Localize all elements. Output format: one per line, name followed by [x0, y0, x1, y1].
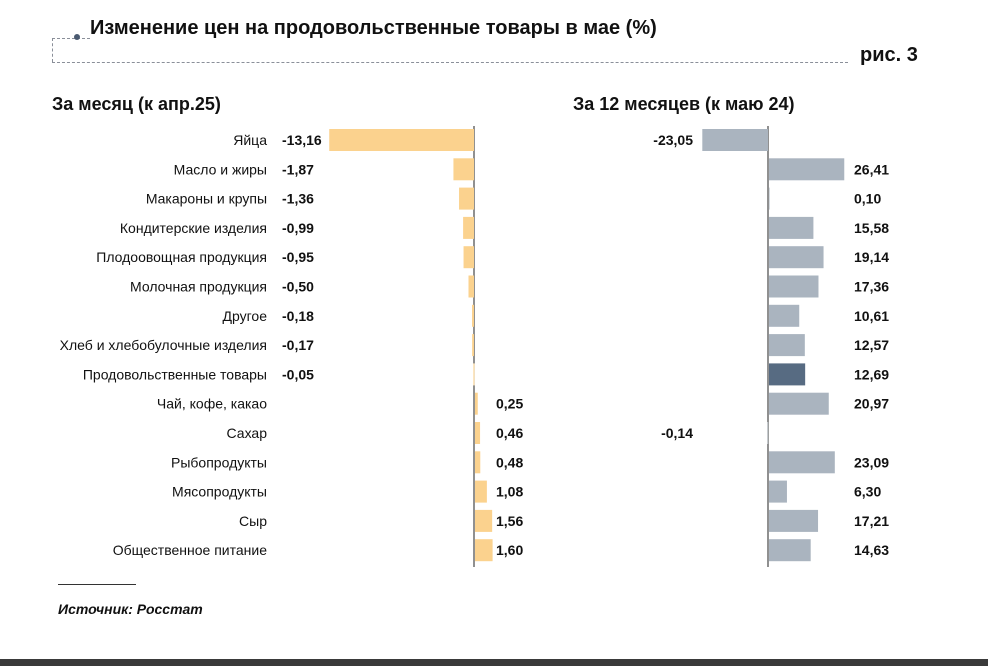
- category-label: Чай, кофе, какао: [157, 396, 267, 412]
- annual-value-label: 23,09: [854, 454, 889, 470]
- annual-bar: [769, 304, 800, 327]
- monthly-panel-title: За месяц (к апр.25): [52, 94, 221, 114]
- category-label: Кондитерские изделия: [120, 220, 267, 236]
- annual-value-label: 0,10: [854, 191, 881, 207]
- annual-bar: [769, 509, 819, 532]
- monthly-bar: [475, 392, 478, 415]
- monthly-bar: [472, 304, 474, 327]
- title-bullet-icon: [74, 34, 80, 40]
- monthly-value-label: -1,87: [282, 161, 314, 177]
- source-divider: [58, 584, 136, 585]
- category-label: Мясопродукты: [172, 484, 267, 500]
- annual-bar: [769, 158, 845, 181]
- annual-bar: [769, 480, 787, 503]
- monthly-value-label: -0,17: [282, 337, 314, 353]
- annual-bar: [769, 451, 835, 474]
- annual-value-label: -0,14: [661, 425, 693, 441]
- monthly-value-label: -0,99: [282, 220, 314, 236]
- category-label: Плодоовощная продукция: [96, 249, 267, 265]
- monthly-bar: [475, 451, 481, 474]
- category-label: Масло и жиры: [174, 161, 267, 177]
- annual-bar: [769, 246, 824, 269]
- annual-bar: [769, 363, 806, 386]
- title-frame-left: [52, 38, 53, 62]
- category-label: Яйца: [233, 132, 267, 148]
- monthly-value-label: -0,18: [282, 308, 314, 324]
- monthly-value-label: -0,50: [282, 279, 314, 295]
- monthly-bar: [463, 246, 474, 269]
- annual-bar: [769, 216, 814, 239]
- annual-value-label: 14,63: [854, 542, 889, 558]
- monthly-bar: [459, 187, 474, 210]
- annual-value-label: 15,58: [854, 220, 889, 236]
- monthly-value-label: 0,25: [496, 396, 523, 412]
- monthly-bar: [473, 363, 475, 386]
- annual-panel-title: За 12 месяцев (к маю 24): [573, 94, 795, 114]
- category-label: Другое: [223, 308, 268, 324]
- monthly-value-label: 0,48: [496, 454, 523, 470]
- annual-bar: [769, 539, 811, 562]
- footer-bar: [0, 659, 988, 666]
- annual-value-label: 10,61: [854, 308, 889, 324]
- monthly-bar: [475, 509, 493, 532]
- monthly-bar: [475, 480, 487, 503]
- monthly-bar: [453, 158, 474, 181]
- annual-value-label: 17,36: [854, 279, 889, 295]
- title-frame-top: [52, 38, 90, 39]
- monthly-value-label: -0,05: [282, 366, 314, 382]
- annual-value-label: 6,30: [854, 484, 881, 500]
- annual-value-label: 12,69: [854, 366, 889, 382]
- annual-value-label: 17,21: [854, 513, 889, 529]
- category-label: Рыбопродукты: [171, 454, 267, 470]
- annual-bar: [769, 334, 805, 357]
- monthly-bar: [463, 216, 474, 239]
- title-frame-bottom: [52, 62, 848, 63]
- monthly-bar: [468, 275, 474, 298]
- monthly-bar: [475, 539, 493, 562]
- monthly-bar: [472, 334, 474, 357]
- annual-bar: [769, 392, 829, 415]
- annual-value-label: -23,05: [653, 132, 693, 148]
- monthly-value-label: -1,36: [282, 191, 314, 207]
- annual-bar: [702, 129, 768, 151]
- chart-title: Изменение цен на продовольственные товар…: [90, 17, 657, 39]
- category-label: Общественное питание: [113, 542, 267, 558]
- monthly-value-label: -13,16: [282, 132, 322, 148]
- monthly-value-label: 0,46: [496, 425, 523, 441]
- annual-value-label: 12,57: [854, 337, 889, 353]
- monthly-value-label: 1,56: [496, 513, 523, 529]
- monthly-bar: [329, 129, 474, 151]
- category-label: Продовольственные товары: [83, 366, 267, 382]
- monthly-value-label: 1,08: [496, 484, 523, 500]
- monthly-value-label: -0,95: [282, 249, 314, 265]
- monthly-value-label: 1,60: [496, 542, 523, 558]
- annual-value-label: 26,41: [854, 161, 889, 177]
- category-label: Макароны и крупы: [146, 191, 267, 207]
- category-label: Сыр: [239, 513, 267, 529]
- category-label: Хлеб и хлебобулочные изделия: [60, 337, 267, 353]
- source-note: Источник: Росстат: [58, 601, 203, 617]
- category-label: Молочная продукция: [130, 279, 267, 295]
- figure-label: рис. 3: [860, 44, 918, 66]
- monthly-bar: [475, 422, 481, 444]
- annual-value-label: 20,97: [854, 396, 889, 412]
- annual-bar: [769, 275, 819, 298]
- annual-value-label: 19,14: [854, 249, 889, 265]
- category-label: Сахар: [227, 425, 268, 441]
- annual-bar: [769, 187, 770, 210]
- annual-bar: [767, 422, 769, 444]
